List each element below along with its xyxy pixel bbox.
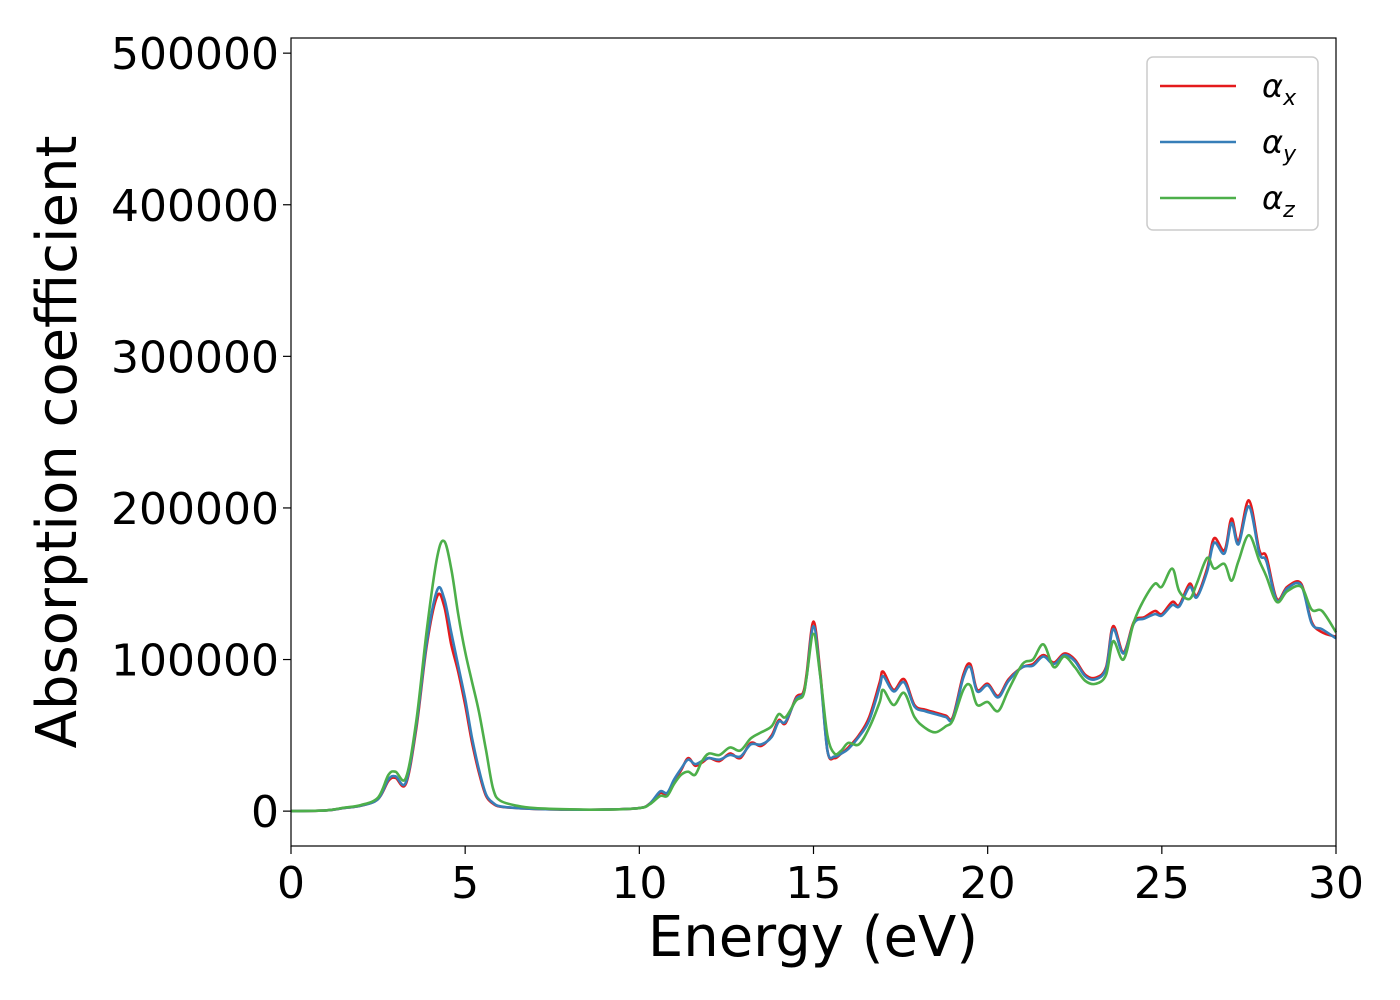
x-axis-label: Energy (eV) [648, 905, 978, 970]
y-axis-label: Absorption coefficient [25, 136, 90, 749]
y-tick-label: 400000 [111, 181, 279, 232]
x-tick-label: 25 [1134, 858, 1190, 909]
y-tick-label: 100000 [111, 636, 279, 687]
x-tick-label: 20 [960, 858, 1016, 909]
legend-box [1146, 56, 1319, 231]
series-line-z [290, 533, 1338, 813]
legend-label-y: αy [1262, 123, 1297, 167]
legend-label-x: αx [1262, 67, 1297, 111]
x-tick-label: 0 [277, 858, 305, 909]
series-line-y [290, 505, 1337, 813]
x-axis-ticks: 0 5 10 15 20 25 30 [277, 846, 1364, 909]
y-tick-label: 300000 [111, 332, 279, 383]
legend-label-z: αz [1262, 179, 1295, 223]
x-tick-label: 30 [1308, 858, 1364, 909]
legend: αx αy αz [1146, 56, 1319, 231]
y-tick-label: 200000 [111, 484, 279, 535]
x-tick-label: 15 [786, 858, 842, 909]
x-tick-label: 10 [611, 858, 667, 909]
plot-lines [290, 499, 1338, 813]
x-tick-label: 5 [451, 858, 479, 909]
y-tick-label: 500000 [111, 29, 279, 80]
y-tick-label: 0 [251, 787, 279, 838]
y-axis-ticks: 0 100000 200000 300000 400000 500000 [111, 29, 291, 838]
